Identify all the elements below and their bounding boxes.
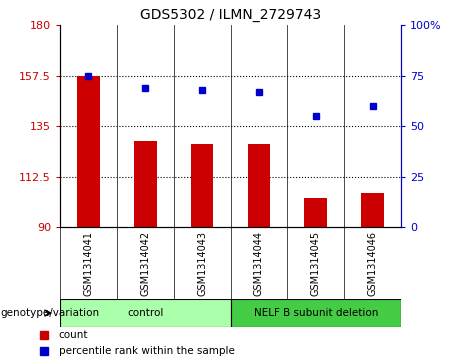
Text: control: control xyxy=(127,308,163,318)
Bar xyxy=(77,76,100,227)
Title: GDS5302 / ILMN_2729743: GDS5302 / ILMN_2729743 xyxy=(140,8,321,22)
Text: genotype/variation: genotype/variation xyxy=(0,308,99,318)
Text: GSM1314045: GSM1314045 xyxy=(311,231,321,295)
Text: GSM1314043: GSM1314043 xyxy=(197,231,207,295)
Text: percentile rank within the sample: percentile rank within the sample xyxy=(59,346,235,356)
Text: GSM1314044: GSM1314044 xyxy=(254,231,264,295)
Text: count: count xyxy=(59,330,88,340)
Text: NELF B subunit deletion: NELF B subunit deletion xyxy=(254,308,378,318)
Bar xyxy=(191,144,213,227)
Bar xyxy=(230,299,401,327)
Text: GSM1314046: GSM1314046 xyxy=(367,231,378,295)
Bar xyxy=(60,299,230,327)
Text: GSM1314041: GSM1314041 xyxy=(83,231,94,295)
Bar xyxy=(304,198,327,227)
Text: GSM1314042: GSM1314042 xyxy=(140,231,150,295)
Bar xyxy=(134,141,157,227)
Bar xyxy=(361,193,384,227)
Bar xyxy=(248,144,270,227)
